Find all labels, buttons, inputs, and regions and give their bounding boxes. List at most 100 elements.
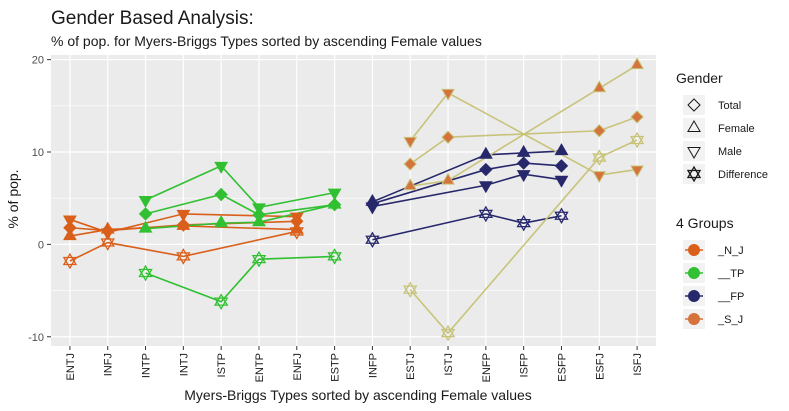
y-axis-title: % of pop.: [5, 169, 21, 228]
point-istj-female: [441, 172, 455, 185]
legend-female-label: Female: [718, 123, 755, 135]
point-istp-total: [214, 187, 228, 202]
point-enfj-male: [289, 212, 304, 225]
point-esfj-female: [592, 80, 607, 93]
x-tick-label: ESTP: [330, 353, 342, 382]
x-tick-label: ISTJ: [443, 353, 455, 376]
point-istj-male: [441, 88, 455, 101]
legend-dot-icon: [688, 267, 700, 279]
line-_S_J-difference: [409, 139, 638, 335]
chart-title: Gender Based Analysis:: [51, 8, 254, 29]
point-esfp-female: [554, 143, 569, 156]
legend-difference-icon: [686, 165, 702, 183]
groups-legend-title: 4 Groups: [676, 215, 734, 231]
point-entp-difference: [251, 250, 267, 268]
point-istj-total: [441, 130, 455, 144]
point-estj-total: [403, 157, 417, 171]
legend-key-bg: [683, 141, 705, 161]
legend-dot-icon: [688, 313, 700, 325]
legend-total-label: Total: [718, 100, 741, 112]
line-__TP-male: [145, 164, 335, 209]
series-lines: [69, 64, 638, 335]
x-tick-label: ENFP: [481, 353, 493, 382]
point-enfj-difference: [289, 223, 304, 240]
point-entp-male: [252, 203, 266, 216]
x-tick-label: ENFJ: [292, 353, 304, 381]
point-isfj-difference: [629, 131, 645, 149]
y-tick-label: 0: [38, 239, 44, 251]
legend-dot-icon: [688, 290, 700, 302]
point-intj-female: [176, 217, 191, 230]
line-__FP-difference: [372, 213, 562, 241]
point-intp-male: [138, 196, 153, 209]
point-esfp-total: [554, 159, 569, 173]
line-__TP-difference: [145, 255, 335, 303]
point-istp-male: [214, 161, 229, 174]
point-intj-difference: [176, 248, 191, 265]
x-axis-title: Myers-Briggs Types sorted by ascending F…: [184, 387, 532, 403]
point-isfj-female: [630, 57, 645, 70]
legend-key-bg: [683, 118, 705, 138]
legend-group-label: _S_J: [717, 314, 743, 326]
point-estj-difference: [403, 281, 418, 298]
legend-key-bg: [683, 164, 705, 184]
y-tick-label: 20: [32, 55, 44, 67]
x-tick-label: INTP: [141, 353, 153, 378]
point-istj-difference: [440, 324, 456, 342]
y-axis-ticks: -10 0 10 20: [28, 55, 51, 344]
line-__FP-total: [372, 162, 562, 205]
y-tick-label: 10: [32, 147, 44, 159]
x-tick-label: INFP: [367, 353, 379, 378]
x-tick-label: ENTJ: [65, 353, 77, 381]
gender-legend: Gender Total Female Male Difference: [676, 70, 768, 184]
x-tick-label: ESFP: [556, 353, 568, 382]
point-enfp-female: [478, 146, 493, 159]
point-infp-male: [365, 202, 380, 215]
line-_N_J-difference: [69, 230, 297, 262]
point-istp-female: [214, 215, 229, 228]
point-esfj-total: [592, 124, 606, 138]
point-infp-difference: [365, 231, 380, 249]
legend-group-label: __FP: [717, 291, 744, 303]
point-isfj-male: [630, 165, 645, 178]
point-isfj-total: [630, 110, 644, 124]
point-esfp-difference: [554, 207, 569, 225]
point-enfp-total: [479, 162, 493, 177]
x-tick-label: ENTP: [254, 353, 266, 382]
point-entp-female: [252, 214, 266, 227]
line-__FP-male: [372, 173, 562, 208]
y-tick-label: -10: [28, 332, 44, 344]
legend-key-bg: [683, 95, 705, 115]
point-intp-total: [138, 207, 153, 221]
plot-panel: [51, 55, 656, 346]
point-esfp-male: [554, 175, 569, 188]
point-infj-difference: [100, 234, 115, 251]
point-enfp-difference: [478, 205, 494, 223]
line-__FP-female: [372, 150, 562, 203]
point-intj-male: [176, 209, 191, 222]
point-isfp-total: [516, 156, 531, 170]
x-tick-label: INTJ: [178, 353, 190, 376]
x-tick-label: ESTJ: [405, 353, 417, 380]
point-istp-difference: [213, 293, 229, 310]
legend-female-icon: [687, 119, 701, 132]
point-esfj-male: [592, 171, 607, 184]
legend-dot-icon: [688, 244, 700, 256]
point-estp-female: [327, 196, 342, 209]
legend-difference-label: Difference: [718, 169, 768, 181]
legend-male-icon: [687, 147, 701, 160]
x-axis-ticks: ENTJ INFJ INTP INTJ ISTP ENTP ENFJ ESTP INFP ESTJ…: [65, 346, 644, 382]
point-intp-female: [138, 220, 153, 233]
x-tick-label: ISTP: [216, 353, 228, 377]
x-tick-label: INFJ: [103, 353, 115, 376]
line-__TP-total: [145, 193, 335, 216]
x-tick-label: ISFP: [519, 353, 531, 377]
gender-legend-title: Gender: [676, 70, 723, 86]
point-estj-female: [403, 178, 418, 191]
point-enfp-male: [478, 181, 493, 194]
point-intp-difference: [138, 264, 153, 282]
point-entj-female: [62, 228, 77, 241]
x-tick-label: ISFJ: [632, 353, 644, 376]
point-infj-male: [100, 228, 115, 241]
